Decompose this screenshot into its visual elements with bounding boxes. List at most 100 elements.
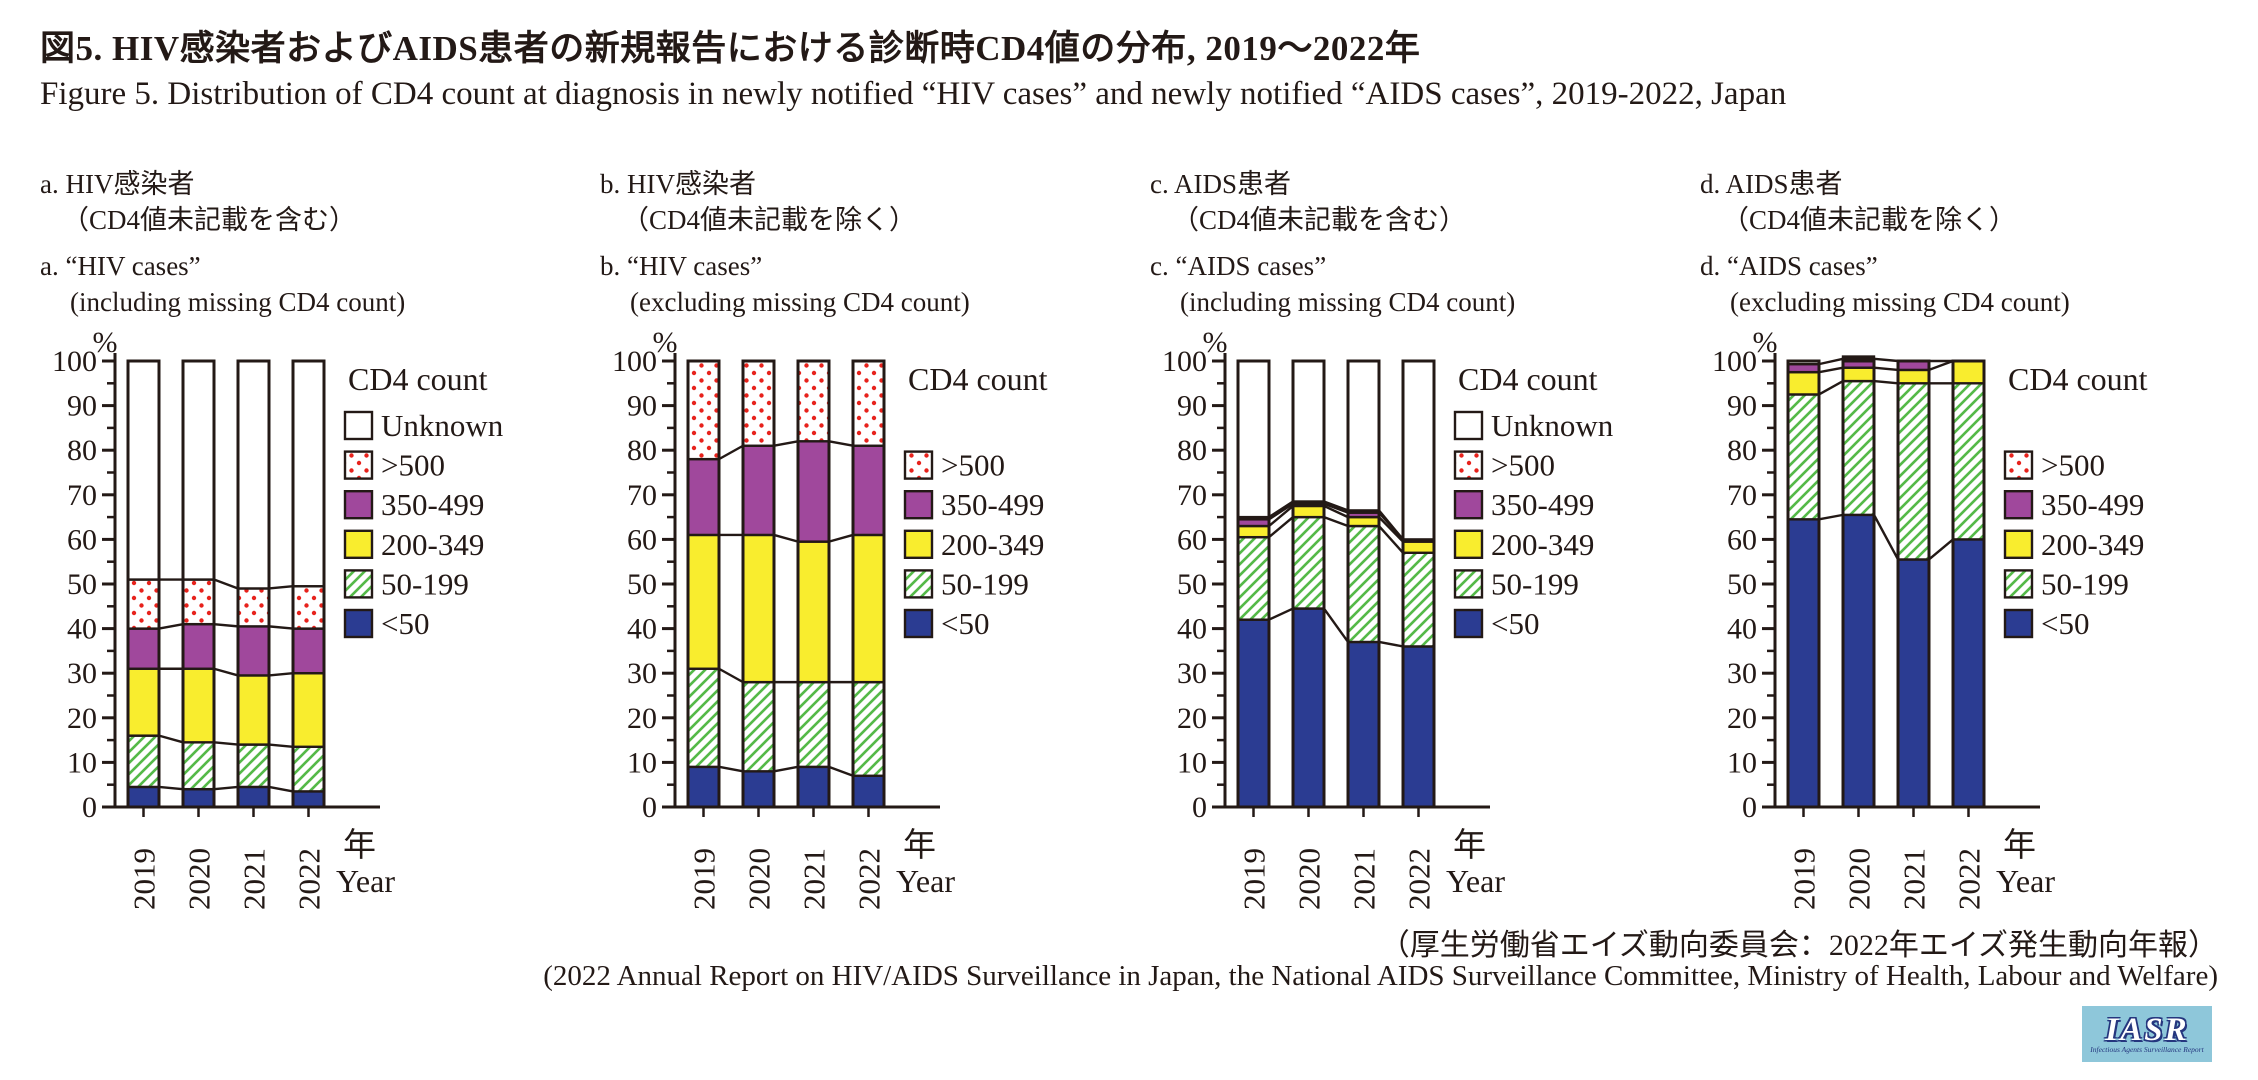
svg-text:10: 10	[1727, 746, 1757, 779]
svg-text:CD4 count: CD4 count	[348, 361, 488, 397]
panel-a-header-ja-line2: （CD4値未記載を含む）	[62, 205, 357, 235]
svg-text:350-499: 350-499	[941, 487, 1044, 522]
svg-text:50: 50	[1727, 568, 1757, 601]
svg-text:2020: 2020	[1842, 848, 1877, 910]
svg-text:90: 90	[67, 390, 97, 423]
iasr-logo: IASR Infectious Agents Surveillance Repo…	[2082, 1006, 2212, 1062]
svg-text:70: 70	[627, 479, 657, 512]
svg-text:>500: >500	[1491, 448, 1555, 483]
svg-text:2021: 2021	[797, 848, 832, 910]
svg-text:30: 30	[67, 657, 97, 690]
svg-text:2022: 2022	[292, 848, 327, 910]
source-citation-english: (2022 Annual Report on HIV/AIDS Surveill…	[543, 960, 2218, 992]
panel-b-header-ja-line2: （CD4値未記載を除く）	[622, 205, 917, 235]
svg-text:100: 100	[1712, 345, 1757, 378]
svg-text:2020: 2020	[742, 848, 777, 910]
svg-text:50-199: 50-199	[2041, 566, 2129, 601]
iasr-logo-text: IASR	[2105, 1011, 2189, 1048]
svg-text:60: 60	[1177, 523, 1207, 556]
svg-text:2019: 2019	[687, 848, 722, 910]
svg-text:<50: <50	[941, 606, 989, 641]
panel-a-header-ja-line1: a. HIV感染者	[40, 169, 195, 199]
svg-text:90: 90	[1727, 390, 1757, 423]
svg-text:80: 80	[1177, 434, 1207, 467]
svg-text:2022: 2022	[852, 848, 887, 910]
chart-c-stacked-bars: 0 10 20 30 40 50 60 70 80 90 100% 2019 2020 2021 2022 年…	[1162, 326, 1614, 910]
svg-text:40: 40	[627, 613, 657, 646]
svg-text:20: 20	[1177, 702, 1207, 735]
svg-text:<50: <50	[381, 606, 429, 641]
svg-text:50-199: 50-199	[1491, 566, 1579, 601]
svg-text:40: 40	[1727, 613, 1757, 646]
svg-text:>500: >500	[381, 448, 445, 483]
svg-text:2021: 2021	[237, 848, 272, 910]
svg-text:70: 70	[1177, 479, 1207, 512]
panel-d-aids-excluding-missing: d. AIDS患者 （CD4値未記載を除く） d. “AIDS cases” (…	[1700, 166, 2255, 956]
svg-text:80: 80	[627, 434, 657, 467]
svg-text:<50: <50	[2041, 606, 2089, 641]
svg-text:30: 30	[1177, 657, 1207, 690]
svg-text:0: 0	[1742, 791, 1757, 824]
panel-b-header-en-line1: b. “HIV cases”	[600, 251, 763, 281]
svg-text:40: 40	[67, 613, 97, 646]
svg-text:>500: >500	[2041, 448, 2105, 483]
svg-text:Unknown: Unknown	[381, 408, 504, 443]
svg-text:70: 70	[1727, 479, 1757, 512]
svg-text:年: 年	[1453, 827, 1486, 864]
svg-text:0: 0	[1192, 791, 1207, 824]
figure-title-english: Figure 5. Distribution of CD4 count at d…	[40, 76, 1787, 112]
panel-c-aids-including-missing: c. AIDS患者 （CD4値未記載を含む） c. “AIDS cases” (…	[1150, 166, 1705, 956]
panel-c-header-en-line1: c. “AIDS cases”	[1150, 251, 1327, 281]
svg-text:2020: 2020	[1292, 848, 1327, 910]
svg-text:0: 0	[642, 791, 657, 824]
panel-c-header-en-line2: (including missing CD4 count)	[1180, 287, 1516, 317]
svg-text:CD4 count: CD4 count	[908, 361, 1048, 397]
svg-text:200-349: 200-349	[381, 527, 484, 562]
chart-b-stacked-bars: 0 10 20 30 40 50 60 70 80 90 100% 2019 2020 2021 2022 年…	[612, 326, 1048, 910]
svg-text:50-199: 50-199	[941, 566, 1029, 601]
svg-text:350-499: 350-499	[2041, 487, 2144, 522]
svg-text:200-349: 200-349	[1491, 527, 1594, 562]
panel-b-hiv-excluding-missing: b. HIV感染者 （CD4値未記載を除く） b. “HIV cases” (e…	[600, 166, 1155, 956]
svg-text:年: 年	[343, 827, 376, 864]
svg-text:90: 90	[1177, 390, 1207, 423]
svg-text:2021: 2021	[1897, 848, 1932, 910]
svg-text:2021: 2021	[1347, 848, 1382, 910]
svg-text:2019: 2019	[127, 848, 162, 910]
svg-text:%: %	[93, 326, 118, 359]
figure-title-japanese: 図5. HIV感染者およびAIDS患者の新規報告における診断時CD4値の分布, …	[40, 29, 1421, 68]
svg-text:年: 年	[2003, 827, 2036, 864]
panel-a-header-en-line1: a. “HIV cases”	[40, 251, 201, 281]
panel-b-header-ja-line1: b. HIV感染者	[600, 169, 756, 199]
svg-text:2019: 2019	[1237, 848, 1272, 910]
iasr-logo-subtitle: Infectious Agents Surveillance Report	[2090, 1044, 2204, 1054]
svg-text:60: 60	[627, 523, 657, 556]
svg-text:2022: 2022	[1402, 848, 1437, 910]
svg-text:100: 100	[612, 345, 657, 378]
svg-text:0: 0	[82, 791, 97, 824]
chart-d-stacked-bars: 0 10 20 30 40 50 60 70 80 90 100% 2019 2020 2021 2022 年…	[1712, 326, 2148, 910]
svg-text:50: 50	[67, 568, 97, 601]
panel-d-header-en-line2: (excluding missing CD4 count)	[1730, 287, 2070, 317]
svg-text:年: 年	[903, 827, 936, 864]
source-citation-japanese: （厚生労働省エイズ動向委員会：2022年エイズ発生動向年報）	[1379, 929, 2218, 962]
svg-text:%: %	[1753, 326, 1778, 359]
panel-a-header-en-line2: (including missing CD4 count)	[70, 287, 406, 317]
panel-b-header-en-line2: (excluding missing CD4 count)	[630, 287, 970, 317]
panel-d-header-ja-line1: d. AIDS患者	[1700, 169, 1843, 199]
panel-c-header-ja-line2: （CD4値未記載を含む）	[1172, 205, 1467, 235]
svg-text:200-349: 200-349	[2041, 527, 2144, 562]
chart-a-stacked-bars: 0 10 20 30 40 50 60 70 80 90 100% 2019 2020 2021 2022 年…	[52, 326, 504, 910]
svg-text:Year: Year	[896, 863, 955, 899]
svg-text:10: 10	[1177, 746, 1207, 779]
svg-text:Year: Year	[1446, 863, 1505, 899]
svg-text:50: 50	[1177, 568, 1207, 601]
panel-d-header-en-line1: d. “AIDS cases”	[1700, 251, 1878, 281]
svg-text:30: 30	[1727, 657, 1757, 690]
svg-text:20: 20	[627, 702, 657, 735]
svg-text:50: 50	[627, 568, 657, 601]
svg-text:100: 100	[52, 345, 97, 378]
svg-text:80: 80	[67, 434, 97, 467]
svg-text:90: 90	[627, 390, 657, 423]
